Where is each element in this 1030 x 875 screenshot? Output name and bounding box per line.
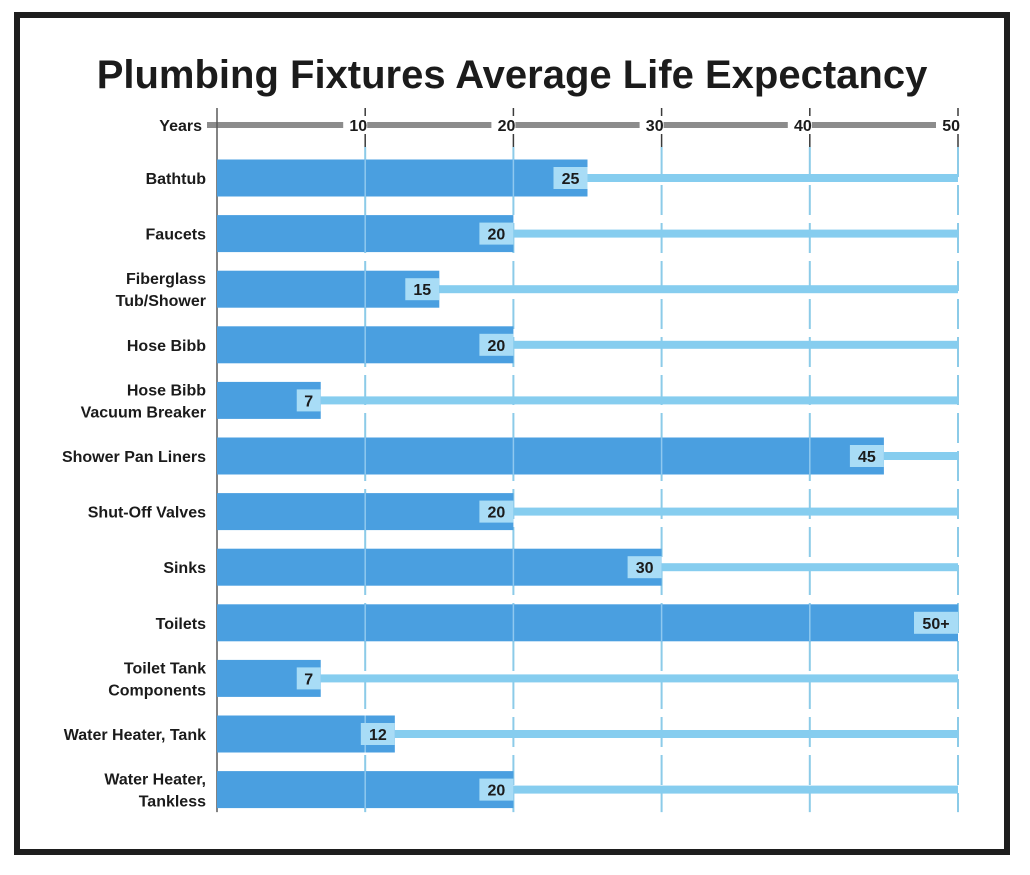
bar [217, 548, 662, 586]
category-label: Faucets [146, 227, 207, 244]
data-label: 15 [413, 282, 431, 299]
category-label: Hose Bibb [127, 338, 206, 355]
bar-track [217, 674, 958, 683]
data-label: 12 [369, 727, 387, 744]
x-tick-label: 50 [942, 118, 960, 135]
data-label-box [296, 667, 321, 690]
x-tick-label: 30 [646, 118, 664, 135]
x-tick-label-bg [787, 116, 812, 134]
x-tick-label-bg [491, 116, 516, 134]
bar-track [217, 507, 958, 516]
data-label-box [405, 278, 440, 301]
data-label-box [914, 611, 958, 634]
category-label: Toilets [156, 616, 206, 633]
category-label: Components [108, 682, 206, 699]
category-label: Tankless [139, 794, 206, 811]
chart-title: Plumbing Fixtures Average Life Expectanc… [97, 53, 928, 97]
data-label-box [627, 556, 662, 579]
category-label: Shower Pan Liners [62, 449, 206, 466]
bar-track [217, 785, 958, 794]
x-axis-label: Years [159, 118, 202, 135]
bars: 25 20 15 20 7 45 20 30 50+ 7 12 20 [217, 159, 958, 809]
category-label: Sinks [163, 560, 206, 577]
x-tick-label-bg [936, 116, 960, 134]
data-label: 45 [858, 449, 876, 466]
data-label: 20 [488, 783, 506, 800]
category-label: Bathtub [146, 171, 207, 188]
bar-track [217, 229, 958, 238]
category-label: Vacuum Breaker [81, 404, 206, 421]
data-label: 50+ [922, 616, 949, 633]
data-label: 7 [304, 671, 313, 688]
data-label-box [479, 333, 514, 356]
bar [217, 604, 958, 642]
category-label: Tub/Shower [116, 293, 206, 310]
category-label: Hose Bibb [127, 382, 206, 399]
data-label: 20 [488, 505, 506, 522]
bar [217, 437, 884, 475]
category-label: Fiberglass [126, 271, 206, 288]
data-label: 25 [562, 171, 580, 188]
x-tick-label-bg [639, 116, 664, 134]
bar [217, 159, 588, 197]
data-label-box [296, 389, 321, 412]
x-tick-label: 40 [794, 118, 812, 135]
data-label-box [553, 167, 588, 189]
data-label: 20 [488, 227, 506, 244]
data-label: 20 [488, 338, 506, 355]
data-label-box [360, 723, 395, 745]
category-label: Toilet Tank [124, 660, 206, 677]
data-label-box [849, 445, 884, 467]
x-tick-label: 20 [498, 118, 516, 135]
chart-frame [14, 12, 1010, 855]
data-label-box [479, 500, 514, 523]
x-tick-label-bg [343, 116, 368, 134]
bar [217, 270, 440, 308]
bar-track [217, 396, 958, 405]
category-label: Shut-Off Valves [88, 505, 206, 522]
category-label: Water Heater, Tank [64, 727, 206, 744]
data-label-box [479, 222, 514, 245]
category-labels: Bathtub Faucets Fiberglass Tub/Shower Hose B… [62, 171, 206, 811]
data-label-box [479, 778, 514, 801]
data-label: 30 [636, 560, 654, 577]
gridlines [364, 147, 959, 813]
x-tick-label: 10 [349, 118, 367, 135]
category-label: Water Heater, [104, 772, 206, 789]
data-label: 7 [304, 393, 313, 410]
bar-track [217, 340, 958, 349]
bar-track [217, 730, 958, 738]
bar-track [217, 285, 958, 294]
